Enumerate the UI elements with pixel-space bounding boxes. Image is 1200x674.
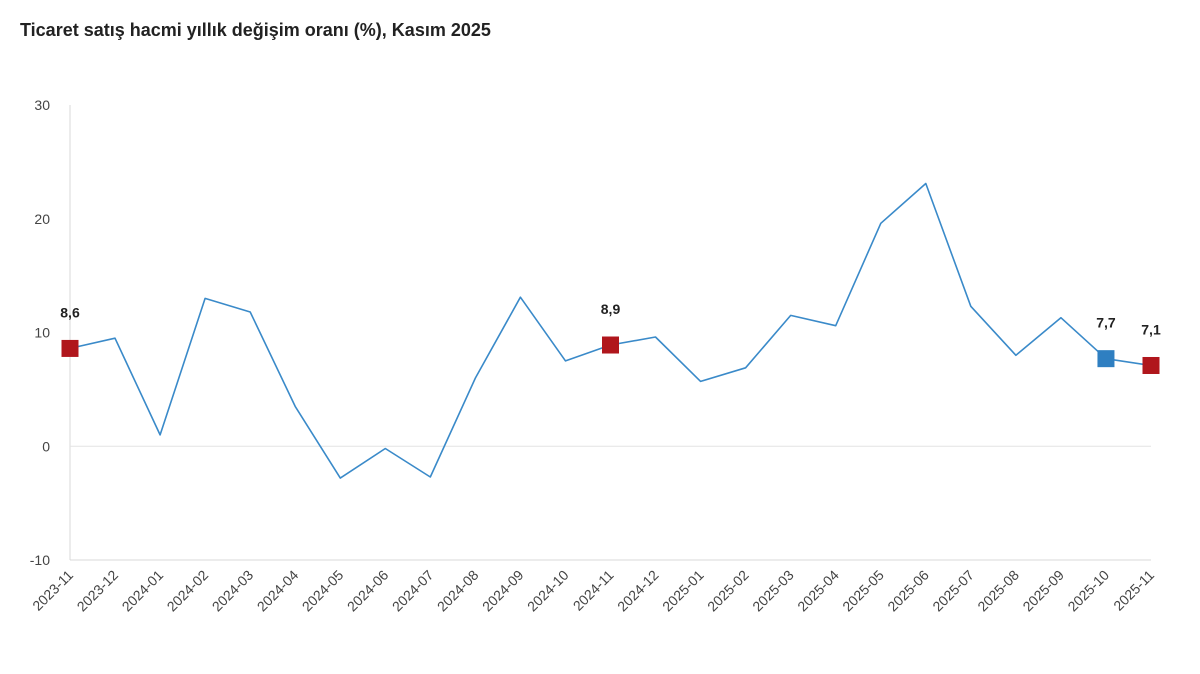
y-tick-label: 20 (34, 211, 50, 227)
data-labels: 8,6 8,9 7,7 7,1 (60, 301, 1161, 337)
x-tick-label: 2024-12 (614, 567, 662, 615)
chart-title: Ticaret satış hacmi yıllık değişim oranı… (20, 20, 491, 40)
x-tick-label: 2025-05 (839, 567, 887, 615)
x-tick-label: 2025-03 (749, 567, 797, 615)
x-tick-label: 2025-10 (1064, 567, 1112, 615)
x-tick-label: 2024-09 (479, 567, 527, 615)
highlight-markers (61, 336, 1160, 374)
highlight-marker (1097, 350, 1115, 368)
data-label: 7,1 (1141, 321, 1161, 337)
chart-axes (69, 105, 1151, 561)
highlight-marker (1142, 356, 1160, 374)
y-tick-label: -10 (30, 552, 50, 568)
data-label: 8,6 (60, 304, 80, 320)
x-tick-label: 2024-03 (209, 567, 257, 615)
x-tick-label: 2024-08 (434, 567, 482, 615)
y-tick-label: 10 (34, 325, 50, 341)
x-tick-label: 2025-06 (884, 567, 932, 615)
x-tick-label: 2024-10 (524, 567, 572, 615)
data-label: 7,7 (1096, 315, 1116, 331)
x-tick-label: 2023-11 (29, 567, 76, 614)
y-tick-label: 30 (34, 97, 50, 113)
x-axis-ticks: 2023-112023-122024-012024-022024-032024-… (29, 567, 1157, 615)
x-tick-label: 2024-01 (119, 567, 167, 615)
x-tick-label: 2024-11 (570, 567, 617, 614)
x-tick-label: 2025-08 (974, 567, 1022, 615)
x-tick-label: 2025-09 (1019, 567, 1067, 615)
y-axis-ticks: -10 0 10 20 30 (30, 97, 50, 568)
x-tick-label: 2023-12 (74, 567, 122, 615)
highlight-marker (61, 339, 79, 357)
x-tick-label: 2025-01 (659, 567, 707, 615)
x-tick-label: 2024-07 (389, 567, 437, 615)
x-tick-label: 2024-06 (344, 567, 392, 615)
data-label: 8,9 (601, 301, 621, 317)
highlight-marker (602, 336, 619, 354)
x-tick-label: 2025-11 (1110, 567, 1157, 614)
y-tick-label: 0 (42, 438, 50, 454)
x-tick-label: 2024-02 (164, 567, 212, 615)
x-tick-label: 2024-04 (254, 567, 302, 615)
x-tick-label: 2025-07 (929, 567, 977, 615)
x-tick-label: 2025-02 (704, 567, 752, 615)
x-tick-label: 2024-05 (299, 567, 347, 615)
series-line (69, 182, 1152, 479)
x-tick-label: 2025-04 (794, 567, 842, 615)
series-layer (69, 182, 1152, 479)
